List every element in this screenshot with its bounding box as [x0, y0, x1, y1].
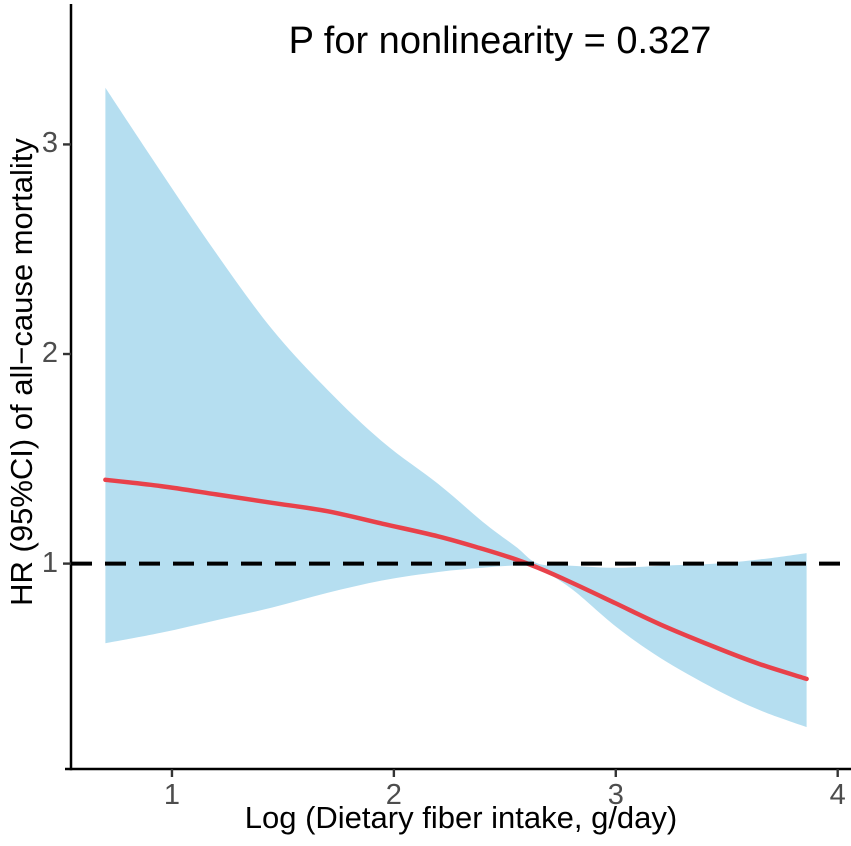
hr-curve — [103, 477, 809, 682]
confidence-band — [105, 87, 807, 728]
x-tick-label: 3 — [607, 779, 624, 811]
y-tick-label: 2 — [41, 337, 58, 369]
y-axis-title: HR (95%CI) of all−cause mortality — [4, 138, 39, 606]
plot-title: P for nonlinearity = 0.327 — [288, 20, 712, 62]
x-tick-label: 1 — [163, 779, 181, 811]
y-tick-label: 1 — [41, 546, 58, 579]
x-tick-label: 2 — [385, 779, 402, 811]
y-tick-label: 3 — [41, 127, 58, 160]
x-axis-title: Log (Dietary fiber intake, g/day) — [244, 800, 678, 835]
x-tick-label: 4 — [829, 779, 846, 811]
